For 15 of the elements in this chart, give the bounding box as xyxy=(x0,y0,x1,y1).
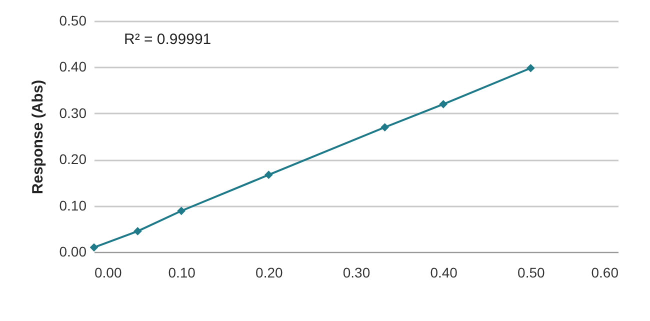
y-tick-label: 0.20 xyxy=(59,151,87,168)
y-tick-label: 0.10 xyxy=(59,197,87,214)
x-tick-label: 0.10 xyxy=(168,264,196,280)
x-tick-label: 0.60 xyxy=(591,264,619,280)
x-tick-label: 0.50 xyxy=(518,264,546,280)
y-tick-label: 0.00 xyxy=(59,244,87,260)
y-tick-label: 0.50 xyxy=(59,12,87,28)
x-tick-label: 0.00 xyxy=(94,264,122,280)
y-tick-label: 0.30 xyxy=(59,104,87,121)
x-tick-label: 0.20 xyxy=(256,264,284,280)
x-tick-label: 0.30 xyxy=(342,264,370,280)
x-tick-label: 0.40 xyxy=(430,264,458,280)
y-tick-label: 0.40 xyxy=(59,58,87,75)
y-axis-title: Response (Abs) xyxy=(29,80,46,194)
annotation: R² = 0.99991 xyxy=(124,31,212,48)
